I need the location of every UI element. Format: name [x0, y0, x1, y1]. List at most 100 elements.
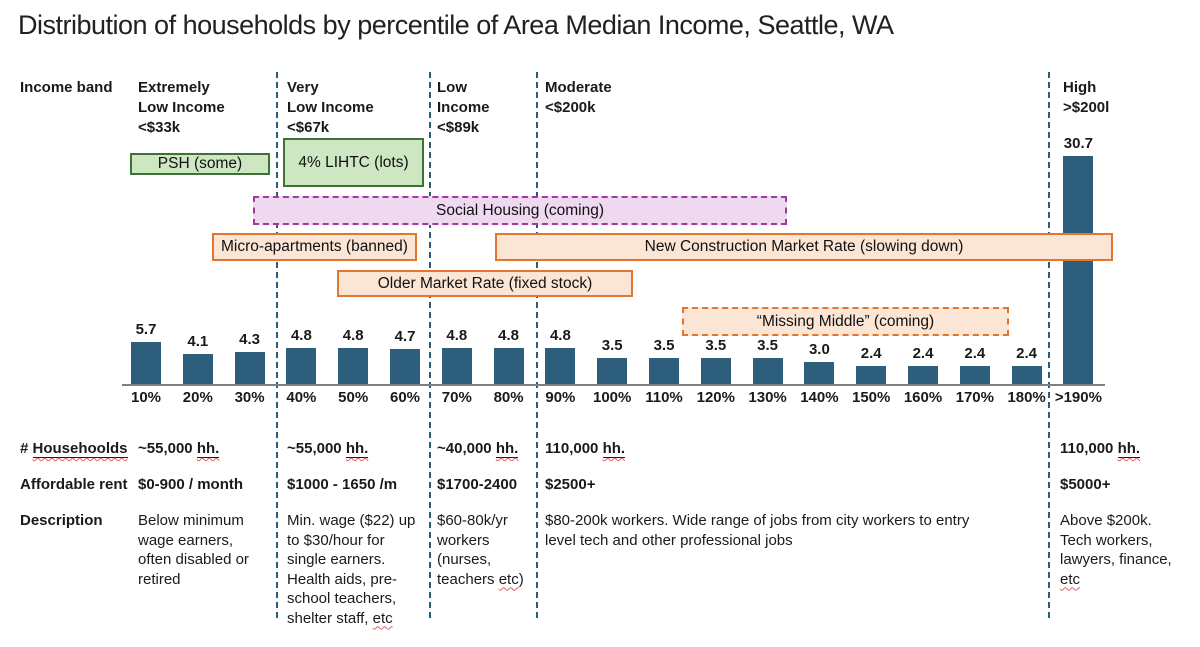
x-tick-label: 30% [234, 389, 265, 406]
households-value: ~40,000 hh. [437, 439, 549, 459]
households-unit: hh. [602, 440, 626, 458]
bar-value-label: 4.3 [239, 331, 261, 348]
bar-value-label: 2.4 [1016, 345, 1038, 362]
band-divider [276, 72, 278, 618]
x-tick-label: 130% [748, 389, 787, 406]
x-tick-label: 10% [130, 389, 162, 406]
bar [804, 362, 835, 384]
bar [234, 352, 265, 384]
bar [752, 358, 783, 384]
row-label-description: Description [20, 512, 103, 529]
x-tick-label: 160% [903, 389, 943, 406]
x-tick-label: 20% [182, 389, 213, 406]
bar-value-label: 4.7 [394, 328, 416, 345]
x-axis-line [122, 384, 1105, 386]
x-tick-label: 90% [545, 389, 576, 406]
bar-value-label: 3.5 [653, 337, 675, 354]
x-tick-label: 70% [441, 389, 472, 406]
x-tick-label: 170% [955, 389, 994, 406]
households-value: 110,000 hh. [545, 439, 1065, 459]
households-label-word: Househoolds [32, 440, 128, 458]
bar [390, 349, 420, 384]
bar [959, 366, 990, 384]
bar [908, 366, 938, 384]
description-value: Min. wage ($22) up to $30/hour for singl… [287, 511, 447, 628]
bar-value-label: 30.7 [1063, 135, 1093, 152]
description-text: Min. wage ($22) up to $30/hour for singl… [287, 512, 416, 627]
households-count: ~40,000 [437, 440, 496, 457]
row-label-rent: Affordable rent [20, 476, 128, 493]
households-unit: hh. [345, 440, 369, 458]
description-etc: etc [498, 570, 519, 588]
new-construction-box: New Construction Market Rate (slowing do… [495, 233, 1113, 261]
psh-box: PSH (some) [130, 153, 270, 175]
x-tick-label: 80% [493, 389, 524, 406]
description-text: Above $200k. Tech workers, lawyers, fina… [1060, 512, 1172, 568]
x-tick-label: 60% [389, 389, 421, 406]
x-tick-label: 150% [852, 389, 891, 406]
bar-value-label: 4.8 [342, 327, 364, 344]
band-label: Extremely Low Income <$33k [138, 79, 225, 136]
band-divider [1048, 72, 1050, 618]
social-housing-box: Social Housing (coming) [253, 196, 787, 225]
bar-value-label: 4.8 [498, 327, 520, 344]
bar [597, 358, 628, 384]
rent-value: $1700-2400 [437, 476, 518, 493]
band-label: High >$200l [1063, 79, 1110, 116]
description-text: $80-200k workers. Wide range of jobs fro… [545, 512, 970, 549]
households-count: 110,000 [1060, 440, 1118, 457]
bar-value-label: 2.4 [860, 345, 882, 362]
households-unit: hh. [196, 440, 220, 458]
micro-apartments-box: Micro-apartments (banned) [212, 233, 417, 261]
x-tick-label: 120% [696, 389, 735, 406]
description-etc: etc [1060, 570, 1081, 588]
x-tick-label: >190% [1054, 389, 1102, 406]
x-tick-label: 40% [286, 389, 317, 406]
households-value: ~55,000 hh. [138, 439, 288, 459]
households-value: 110,000 hh. [1060, 439, 1192, 459]
households-value: ~55,000 hh. [287, 439, 447, 459]
bar-value-label: 3.5 [705, 337, 727, 354]
households-count: ~55,000 [138, 440, 197, 457]
bar [856, 366, 887, 384]
rent-value: $5000+ [1060, 476, 1111, 493]
description-value: $60-80k/yr workers (nurses, teachers etc… [437, 511, 549, 589]
band-label: Moderate <$200k [545, 79, 612, 116]
band-label: Low Income <$89k [437, 79, 490, 136]
income-band-header: Income band [20, 79, 113, 96]
x-tick-label: 180% [1007, 389, 1046, 406]
description-value: $80-200k workers. Wide range of jobs fro… [545, 511, 1065, 550]
description-text: $60-80k/yr workers (nurses, teachers [437, 512, 508, 588]
bar [441, 348, 472, 384]
households-count: 110,000 [545, 440, 603, 457]
bar-value-label: 3.0 [808, 341, 830, 358]
bar-value-label: 4.1 [187, 333, 209, 350]
bar-value-label: 4.8 [446, 327, 468, 344]
bar [700, 358, 731, 384]
chart-title: Distribution of households by percentile… [18, 10, 894, 40]
x-tick-label: 100% [593, 389, 632, 406]
older-market-box: Older Market Rate (fixed stock) [337, 270, 633, 297]
lihtc-box: 4% LIHTC (lots) [283, 138, 424, 187]
households-unit: hh. [495, 440, 519, 458]
description-value: Below minimum wage earners, often disabl… [138, 511, 288, 589]
band-divider [429, 72, 431, 618]
households-unit: hh. [1117, 440, 1141, 458]
bar [1063, 156, 1094, 384]
description-etc: etc [372, 609, 393, 627]
bar-value-label: 5.7 [135, 321, 157, 338]
households-label-prefix: # [20, 440, 33, 457]
bar [286, 348, 317, 384]
bar-value-label: 4.8 [549, 327, 571, 344]
band-label: Very Low Income <$67k [287, 79, 374, 136]
bar-value-label: 3.5 [601, 337, 623, 354]
bar [182, 354, 213, 384]
bar [493, 348, 524, 384]
band-divider [536, 72, 538, 618]
rent-value: $0-900 / month [138, 476, 244, 493]
x-tick-label: 110% [645, 389, 683, 406]
bar-value-label: 3.5 [757, 337, 779, 354]
row-label-households: # Househoolds [20, 439, 132, 459]
rent-value: $1000 - 1650 /m [287, 476, 398, 493]
x-tick-label: 50% [338, 389, 369, 406]
